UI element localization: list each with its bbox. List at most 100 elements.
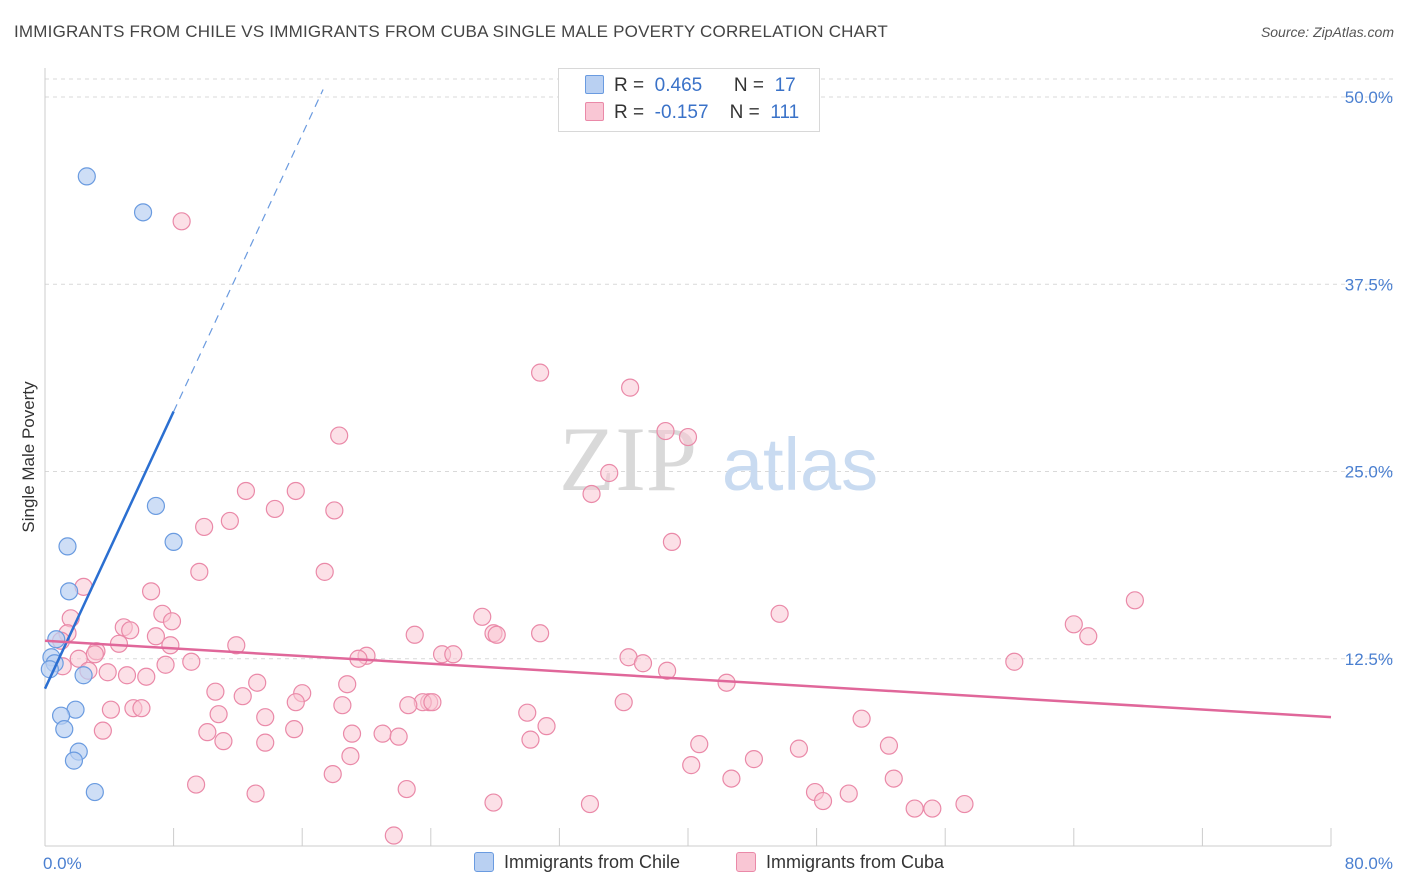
chile-n-value: 17 [775, 75, 796, 96]
cuba-point [1065, 616, 1082, 633]
cuba-point [122, 622, 139, 639]
cuba-point [488, 626, 505, 643]
cuba-point [257, 709, 274, 726]
watermark-atlas: atlas [722, 423, 878, 506]
cuba-point [680, 429, 697, 446]
cuba-point [880, 737, 897, 754]
cuba-point [406, 626, 423, 643]
cuba-point [853, 710, 870, 727]
chile-swatch [585, 75, 604, 94]
chile-point [48, 631, 65, 648]
cuba-point [157, 656, 174, 673]
cuba-point [683, 757, 700, 774]
y-tick-label: 50.0% [1345, 88, 1393, 107]
cuba-point [266, 500, 283, 517]
cuba-point [398, 781, 415, 798]
cuba-point [257, 734, 274, 751]
cuba-point [601, 464, 618, 481]
cuba-point [143, 583, 160, 600]
cuba-point [249, 674, 266, 691]
cuba-point [390, 728, 407, 745]
cuba-point [906, 800, 923, 817]
cuba-point [342, 748, 359, 765]
cuba-point [173, 213, 190, 230]
cuba-point [615, 694, 632, 711]
cuba-point [815, 793, 832, 810]
cuba-point [163, 613, 180, 630]
chile-point [147, 497, 164, 514]
cuba-point [474, 608, 491, 625]
cuba-point [657, 423, 674, 440]
bottom-cuba-swatch [736, 852, 756, 872]
y-tick-label: 25.0% [1345, 463, 1393, 482]
cuba-point [1006, 653, 1023, 670]
x-tick-label-min: 0.0% [43, 854, 82, 873]
cuba-point [885, 770, 902, 787]
cuba-point [745, 751, 762, 768]
cuba-point [196, 518, 213, 535]
x-tick-label-max: 80.0% [1345, 854, 1393, 873]
legend-row-cuba: R = -0.157 N = 111 [585, 102, 799, 126]
cuba-point [956, 796, 973, 813]
cuba-point [237, 482, 254, 499]
chile-point [61, 583, 78, 600]
bottom-legend-cuba: Immigrants from Cuba [736, 852, 944, 873]
cuba-point [583, 485, 600, 502]
cuba-point [331, 427, 348, 444]
cuba-point [183, 653, 200, 670]
cuba-point [581, 796, 598, 813]
tick-labels: 12.5% 25.0% 37.5% 50.0% 0.0% 80.0% [43, 88, 1393, 873]
cuba-point [324, 766, 341, 783]
cuba-point [94, 722, 111, 739]
cuba-point [723, 770, 740, 787]
cuba-point [102, 701, 119, 718]
cuba-point [1080, 628, 1097, 645]
cuba-point [133, 700, 150, 717]
cuba-point [840, 785, 857, 802]
cuba-point [162, 637, 179, 654]
cuba-point [400, 697, 417, 714]
cuba-point [485, 794, 502, 811]
cuba-point [424, 694, 441, 711]
chile-point [165, 533, 182, 550]
cuba-r-value: -0.157 [655, 102, 709, 123]
cuba-point [790, 740, 807, 757]
chile-point [135, 204, 152, 221]
cuba-point [344, 725, 361, 742]
cuba-swatch [585, 102, 604, 121]
cuba-point [215, 733, 232, 750]
cuba-point [374, 725, 391, 742]
cuba-point [663, 533, 680, 550]
chile-r-value: 0.465 [655, 75, 703, 96]
cuba-point [522, 731, 539, 748]
chile-point [75, 667, 92, 684]
cuba-r-label: R = [614, 102, 644, 123]
cuba-point [188, 776, 205, 793]
chile-point [65, 752, 82, 769]
cuba-point [538, 718, 555, 735]
bottom-chile-swatch [474, 852, 494, 872]
cuba-n-label: N = [730, 102, 760, 123]
cuba-point [138, 668, 155, 685]
cuba-point [316, 563, 333, 580]
legend-row-chile: R = 0.465 N = 17 [585, 75, 796, 99]
cuba-point [924, 800, 941, 817]
cuba-point [118, 667, 135, 684]
correlation-legend: R = 0.465 N = 17 R = -0.157 N = 111 [558, 68, 820, 132]
cuba-point [339, 676, 356, 693]
cuba-point [207, 683, 224, 700]
bottom-legend-chile: Immigrants from Chile [474, 852, 680, 873]
trend-lines [45, 90, 1331, 718]
cuba-point [287, 482, 304, 499]
cuba-point [247, 785, 264, 802]
y-tick-label: 12.5% [1345, 650, 1393, 669]
y-tick-label: 37.5% [1345, 275, 1393, 294]
cuba-point [210, 706, 227, 723]
cuba-point [532, 625, 549, 642]
cuba-trend-line [45, 641, 1331, 717]
cuba-point [771, 605, 788, 622]
cuba-point [287, 694, 304, 711]
cuba-point [86, 646, 103, 663]
cuba-point [445, 646, 462, 663]
y-axis-title: Single Male Poverty [19, 381, 38, 533]
